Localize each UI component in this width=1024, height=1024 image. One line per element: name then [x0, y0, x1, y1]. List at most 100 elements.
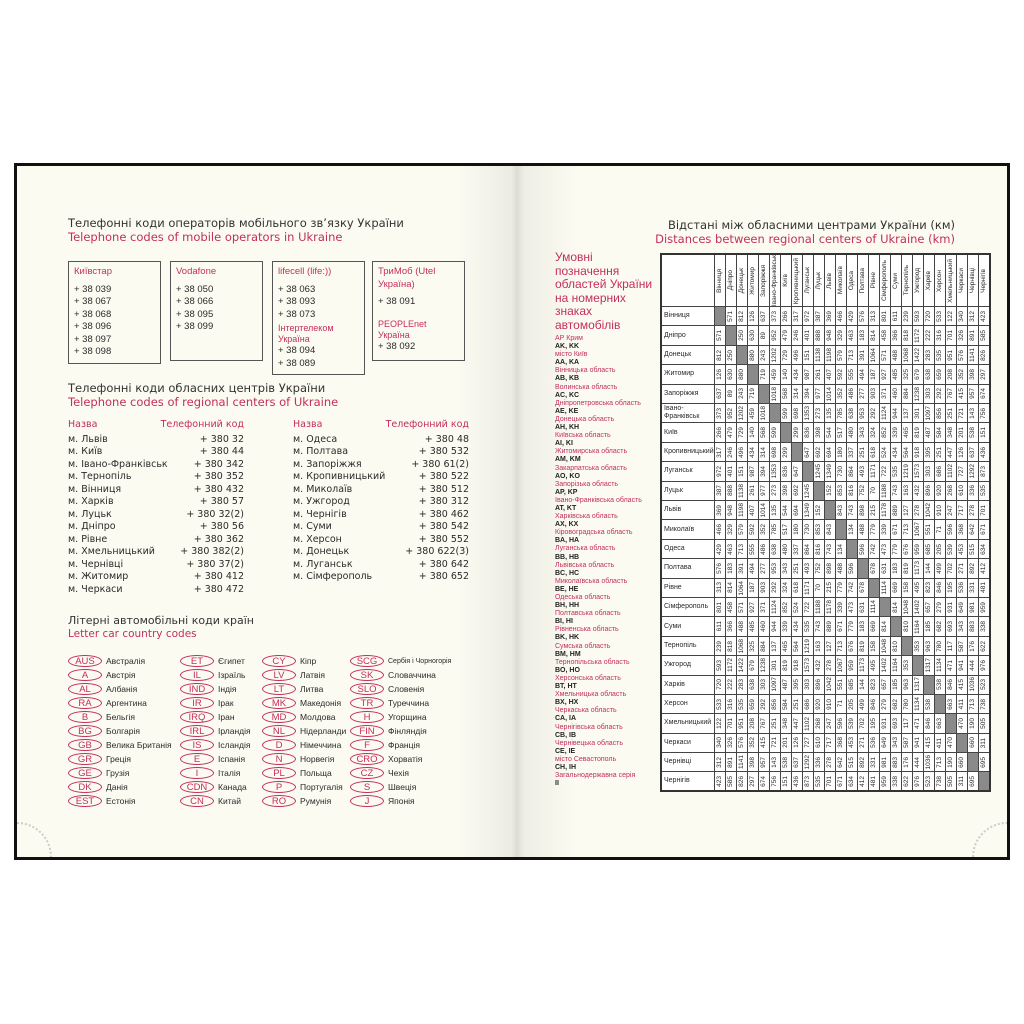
distance-value: 311: [979, 737, 987, 749]
distance-value: 303: [759, 679, 767, 691]
distance-value: 692: [792, 485, 800, 497]
distance-cell: 587: [900, 732, 913, 754]
distance-value: 555: [847, 369, 855, 380]
distance-value: 1172: [913, 328, 921, 343]
distance-value: 143: [968, 407, 976, 419]
distance-value: 524: [880, 446, 888, 458]
distance-value: 331: [968, 582, 976, 594]
city-code: + 380 352: [193, 471, 244, 482]
distance-cell: 180: [790, 519, 803, 540]
distance-cell: 631: [878, 558, 891, 579]
region-name: Рівненська область: [555, 626, 619, 634]
diagonal-cell: [812, 480, 825, 502]
regional-row: м. Миколаїв + 380 512: [293, 484, 469, 497]
distance-value: 785: [836, 407, 844, 419]
distance-cell: 564: [790, 635, 803, 657]
table-row: Сімферополь 801 458 571 927 371 1124 852 524 722 1…: [660, 596, 991, 618]
distance-value: 596: [946, 524, 954, 536]
distance-cell: 394: [801, 383, 814, 405]
distance-value: 856: [935, 407, 943, 419]
plates-title: Умовні позначення областей України на но…: [555, 250, 653, 332]
distance-value: 910: [825, 698, 833, 710]
country-name: Сербія і Чорногорія: [388, 657, 452, 665]
row-city: Кропивницький: [660, 441, 715, 463]
column-header: Кропивницький: [790, 253, 803, 308]
distance-value: 727: [803, 737, 811, 749]
distance-cell: 481: [977, 577, 991, 598]
distance-value: 470: [957, 718, 965, 729]
country-name: Велика Британія: [106, 740, 172, 750]
column-name-header: Назва: [68, 419, 98, 430]
distance-value: 1178: [880, 503, 888, 518]
distance-cell: 584: [933, 422, 946, 443]
distance-value: 515: [847, 756, 855, 768]
distance-value: 473: [880, 543, 888, 555]
distance-cell: 948: [724, 499, 737, 521]
city-code: + 380 552: [418, 533, 469, 545]
distance-cell: 814: [724, 577, 737, 598]
distance-value: 1219: [902, 464, 910, 479]
distance-value: 742: [869, 543, 877, 555]
regional-row: м. Львів + 380 32: [68, 434, 244, 447]
distance-value: 1036: [924, 755, 932, 770]
distance-cell: 743: [812, 616, 825, 637]
distance-value: 1141: [737, 755, 745, 770]
distance-cell: 366: [889, 325, 902, 346]
region-name: Дніпропетровська область: [555, 399, 641, 407]
row-city: Івано-Франківськ: [660, 403, 715, 424]
operator-sub-name: Інтертелеком Україна: [278, 323, 334, 344]
country-code-oval: H: [350, 711, 384, 723]
distance-cell: 1102: [944, 461, 957, 482]
distance-cell: 685: [922, 538, 935, 560]
distance-value: 638: [924, 369, 932, 380]
distance-cell: 631: [856, 596, 869, 618]
distance-cell: 579: [735, 519, 748, 540]
distance-value: 487: [924, 427, 932, 439]
distance-cell: 434: [889, 441, 902, 463]
distance-cell: 434: [790, 616, 803, 637]
distance-value: 660: [968, 737, 976, 749]
country-code-oval: CDN: [180, 781, 214, 793]
distance-value: 348: [946, 427, 954, 439]
distance-value: 243: [737, 388, 745, 400]
city-code: + 380 462: [418, 508, 469, 520]
distance-cell: 339: [878, 519, 891, 540]
distance-cell: 415: [757, 732, 770, 754]
distance-cell: 1134: [933, 655, 946, 676]
distance-cell: 826: [977, 344, 991, 366]
distance-cell: 201: [955, 422, 968, 443]
country-code-oval: IRL: [180, 725, 214, 737]
distance-cell: 618: [867, 441, 880, 463]
column-city: Донецьк: [737, 267, 745, 294]
distance-cell: 436: [977, 441, 991, 463]
country-name: Єгипет: [218, 656, 245, 666]
distance-value: 638: [748, 679, 756, 691]
distance-cell: 436: [790, 771, 803, 792]
distance-value: 201: [957, 427, 965, 439]
distance-cell: 1048: [878, 635, 891, 657]
distance-value: 779: [869, 524, 877, 536]
distance-value: 317: [715, 446, 723, 458]
distance-cell: 301: [911, 403, 924, 424]
distance-value: 957: [968, 388, 976, 400]
country-code-oval: MK: [262, 697, 296, 709]
distance-cell: 576: [856, 306, 869, 327]
distance-cell: 387: [713, 480, 726, 502]
distance-value: 205: [847, 698, 855, 710]
distance-value: 126: [957, 446, 965, 458]
distance-cell: 981: [878, 752, 891, 773]
distance-value: 720: [924, 310, 932, 322]
distance-value: 195: [946, 582, 954, 594]
distance-cell: 311: [955, 771, 968, 792]
distance-cell: 634: [845, 771, 858, 792]
distance-value: 976: [913, 775, 921, 787]
distance-value: 488: [891, 349, 899, 361]
city-name: м. Рівне: [68, 533, 108, 545]
distance-cell: 325: [746, 635, 759, 657]
column-header: Харків: [922, 253, 935, 308]
country-name: Кіпр: [300, 656, 317, 666]
distance-cell: 1353: [768, 461, 781, 482]
distance-value: 660: [957, 756, 965, 768]
diagonal-cell: [955, 732, 968, 754]
corner-decoration: [972, 822, 1007, 857]
